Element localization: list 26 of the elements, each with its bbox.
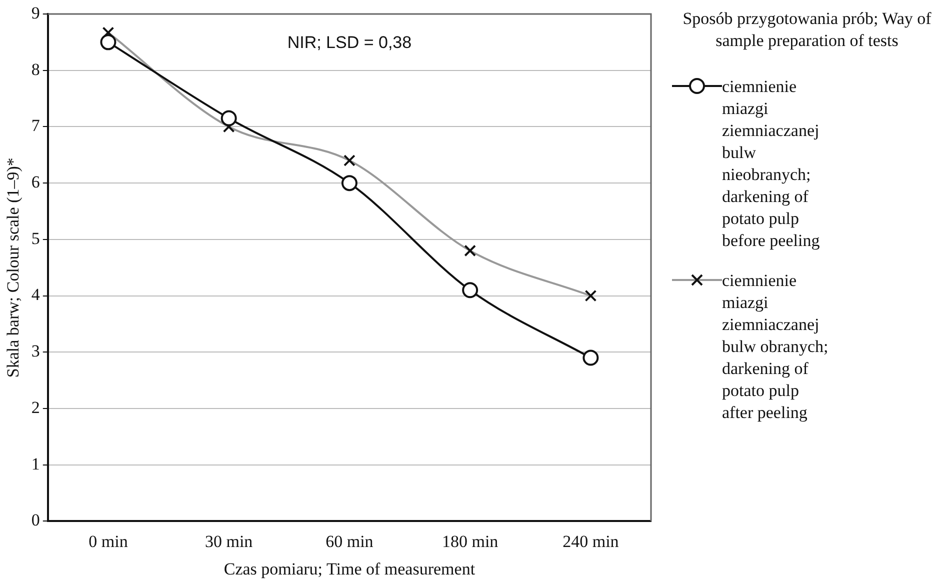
point <box>341 175 358 192</box>
y-tick-label: 8 <box>31 60 40 79</box>
annotation: NIR; LSD = 0,38 <box>287 33 412 52</box>
x-axis-title: Czas pomiaru; Time of measurement <box>224 559 476 578</box>
y-tick-label: 7 <box>31 116 40 136</box>
y-tick-label: 6 <box>31 172 40 192</box>
x-tick-label: 240 min <box>562 532 620 551</box>
y-tick-label: 9 <box>31 3 40 22</box>
point <box>462 282 478 298</box>
x-tick-label: 30 min <box>204 532 254 551</box>
legend-label: ciemnienie miazgi ziemniaczanej bulw nieobranych; darkening of potato pulp before peeling <box>722 76 821 252</box>
y-tick-label: 3 <box>31 342 40 361</box>
y-tick-label: 4 <box>31 285 40 304</box>
point <box>100 34 116 50</box>
y-tick-label: 1 <box>31 454 40 474</box>
x-tick-label: 60 min <box>326 532 374 551</box>
y-tick-label: 2 <box>31 398 40 417</box>
legend-label: ciemnienie miazgi ziemniaczanej bulw obranych; darkening of potato pulp after peeling <box>722 270 830 424</box>
x-tick-label: 180 min <box>442 532 499 551</box>
point <box>220 110 237 126</box>
y-axis-title: Skala barw; Colour scale (1–9)* <box>4 158 23 378</box>
point <box>582 350 599 366</box>
y-tick-label: 5 <box>31 228 40 248</box>
x-tick-label: 0 min <box>88 532 128 551</box>
legend-title: Sposób przygotowania prób; Way of sample preparation of tests <box>682 8 932 52</box>
y-tick-label: 0 <box>31 510 40 530</box>
